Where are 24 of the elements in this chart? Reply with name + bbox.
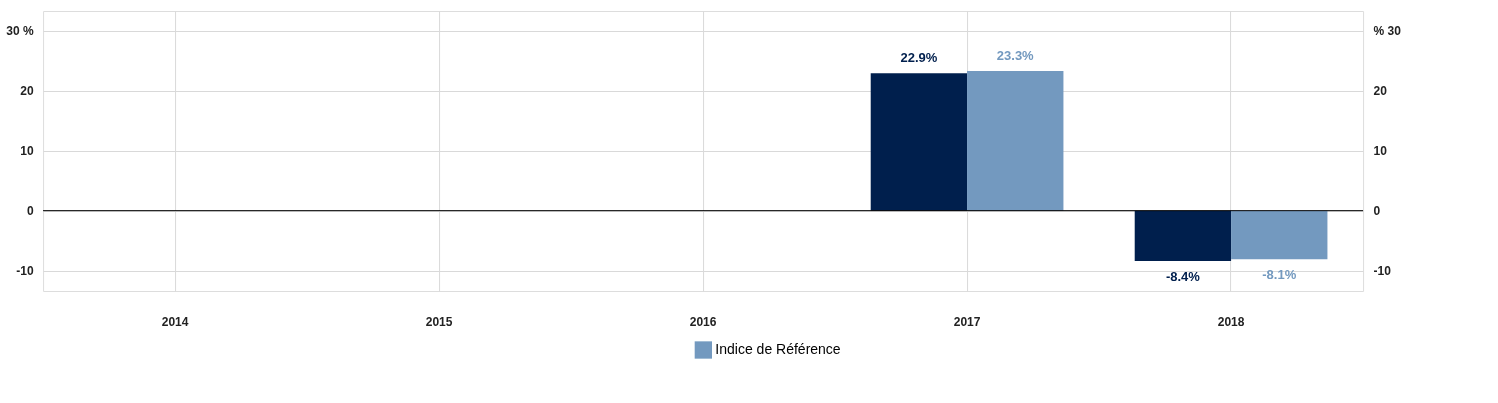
data-label: -8.1%	[1262, 267, 1297, 283]
bar	[967, 70, 1064, 211]
y-tick-label: 30 %	[6, 24, 34, 39]
y-tick-label: 0	[26, 204, 34, 219]
y2-tick-label: 20	[1373, 84, 1388, 99]
legend-label: Indice de Référence	[715, 341, 841, 357]
data-label: 22.9%	[900, 50, 938, 66]
y2-tick-label: 0	[1373, 204, 1381, 219]
x-tick-label: 2017	[953, 314, 981, 329]
bar	[870, 73, 968, 211]
x-tick-label: 2016	[689, 314, 717, 329]
y2-tick-label: % 30	[1373, 24, 1402, 39]
y2-tick-label: 10	[1373, 144, 1388, 159]
x-tick-label: 2014	[161, 314, 189, 329]
data-label: -8.4%	[1165, 269, 1201, 285]
x-tick-label: 2015	[425, 314, 453, 329]
bar	[1231, 210, 1328, 260]
y-tick-label: 10	[20, 144, 34, 159]
data-label: 23.3%	[996, 47, 1035, 63]
y-tick-label: -10	[16, 264, 34, 279]
bar	[1134, 210, 1232, 262]
x-tick-label: 2018	[1217, 314, 1245, 329]
y-tick-label: 20	[20, 84, 34, 99]
y2-tick-label: -10	[1373, 264, 1392, 279]
